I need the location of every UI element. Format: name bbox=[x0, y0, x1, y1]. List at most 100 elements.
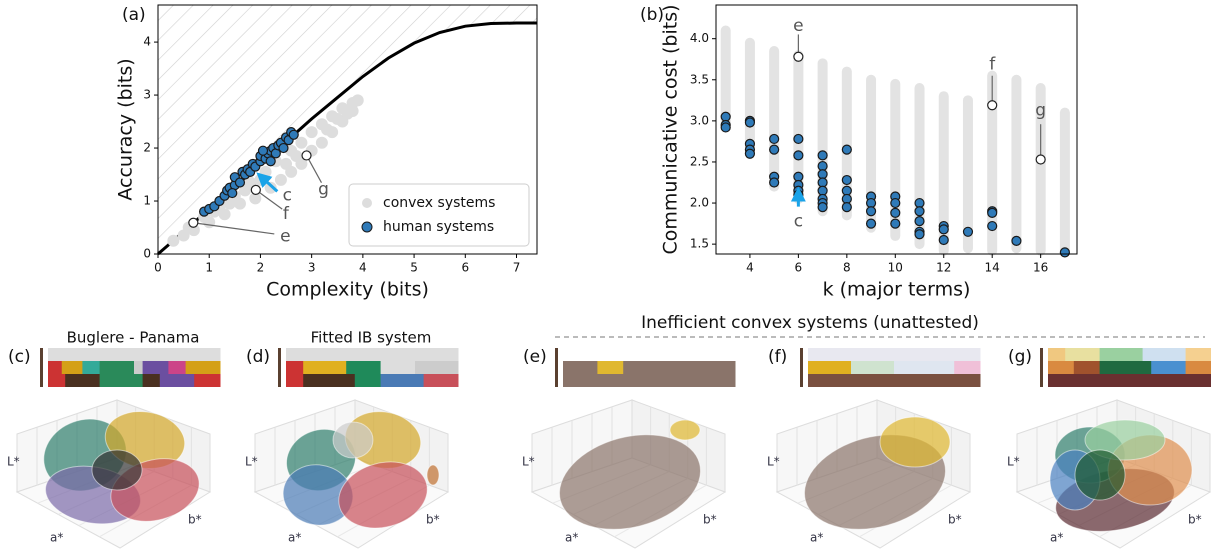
convex-point bbox=[218, 208, 231, 221]
annotated-point bbox=[250, 184, 261, 195]
color-panel: (f) L* a* b* bbox=[767, 347, 981, 549]
axis-3d-label: b* bbox=[188, 513, 202, 527]
convex-point bbox=[305, 126, 318, 139]
x-axis-label: k (major terms) bbox=[823, 279, 971, 301]
axis-3d-label: b* bbox=[948, 513, 962, 527]
strip-cell bbox=[1185, 348, 1211, 361]
strip-cell bbox=[1099, 361, 1152, 374]
convex-point bbox=[239, 184, 252, 197]
y-tick-label: 2.0 bbox=[690, 196, 709, 210]
y-tick-label: 3.5 bbox=[690, 72, 709, 86]
strip-side bbox=[1040, 348, 1043, 387]
axis-3d-label: a* bbox=[288, 531, 301, 545]
human-point bbox=[890, 218, 901, 229]
strip-cell bbox=[286, 348, 459, 361]
panel-title: Buglere - Panama bbox=[67, 329, 200, 347]
y-tick-label: 4.0 bbox=[690, 31, 709, 45]
axis-3d-label: L* bbox=[1007, 455, 1020, 469]
panel-label: (g) bbox=[1008, 347, 1032, 367]
axes-frame bbox=[157, 4, 538, 255]
human-point bbox=[914, 229, 925, 240]
x-tick-label: 3 bbox=[308, 261, 316, 275]
annotation-arrow bbox=[256, 172, 279, 193]
strip-cell bbox=[415, 361, 459, 374]
axis-3d-label: a* bbox=[565, 531, 578, 545]
human-point bbox=[769, 133, 780, 145]
annotated-point bbox=[301, 150, 312, 161]
color-panel: (c) Buglere - Panama L* a* b* bbox=[7, 329, 221, 549]
panel-label: (a) bbox=[122, 5, 146, 25]
annotation-label: c bbox=[794, 212, 803, 232]
human-point bbox=[938, 234, 949, 246]
human-point bbox=[227, 187, 238, 199]
strip-cell bbox=[1151, 361, 1187, 374]
convex-point bbox=[274, 173, 287, 186]
strip-cell bbox=[168, 361, 187, 374]
annotation-label: e bbox=[280, 227, 290, 247]
convex-point bbox=[295, 136, 308, 149]
human-point bbox=[938, 224, 949, 235]
convex-point bbox=[315, 136, 328, 149]
y-tick-label: 3.0 bbox=[690, 113, 709, 127]
y-tick-label: 0 bbox=[143, 247, 151, 261]
human-point bbox=[987, 207, 998, 219]
convex-point bbox=[280, 157, 293, 170]
y-tick-label: 1.5 bbox=[690, 237, 709, 251]
axes-frame bbox=[715, 4, 1078, 255]
y-axis-label: Accuracy (bits) bbox=[115, 58, 137, 200]
strip-cell bbox=[48, 348, 221, 361]
legend-box bbox=[348, 183, 530, 247]
human-point bbox=[1011, 235, 1022, 246]
strip-cell bbox=[354, 374, 382, 387]
y-tick-label: 1 bbox=[143, 194, 151, 208]
convex-point bbox=[331, 112, 344, 125]
convex-point bbox=[223, 197, 236, 210]
x-tick-label: 4 bbox=[746, 261, 754, 275]
annotation-label: e bbox=[793, 16, 803, 36]
annotation-leader bbox=[193, 222, 275, 235]
strip-cell bbox=[1142, 348, 1187, 361]
annotation-leader bbox=[306, 155, 323, 183]
axis-3d-label: L* bbox=[7, 455, 20, 469]
panel-label: (d) bbox=[246, 347, 270, 367]
strip-cell bbox=[48, 374, 66, 387]
strip-cell bbox=[851, 361, 895, 374]
strip-cell bbox=[1048, 361, 1075, 374]
annotated-point bbox=[793, 51, 804, 62]
strip-cell bbox=[303, 361, 347, 374]
convex-point bbox=[167, 234, 180, 247]
human-point bbox=[841, 144, 852, 155]
color-blob bbox=[332, 421, 374, 459]
strip-cell bbox=[1099, 348, 1144, 361]
panel-label: (f) bbox=[768, 347, 787, 367]
human-point bbox=[914, 216, 925, 227]
color-panel: (d) Fitted IB system L* a* b* bbox=[245, 329, 459, 549]
human-point bbox=[914, 206, 925, 217]
y-axis-label: Communicative cost (bits) bbox=[660, 4, 682, 254]
color-panel: (g) L* a* b* bbox=[1007, 347, 1211, 549]
strip-cell bbox=[808, 348, 981, 361]
human-point bbox=[890, 197, 901, 209]
axis-3d-label: L* bbox=[522, 455, 535, 469]
color-blob bbox=[1074, 449, 1126, 501]
strip-cell bbox=[808, 361, 852, 374]
legend-label: convex systems bbox=[383, 195, 495, 211]
convex-point bbox=[321, 123, 334, 136]
panel-label: (c) bbox=[8, 347, 31, 367]
human-point bbox=[962, 226, 974, 237]
strip-cell bbox=[142, 374, 161, 387]
annotation-label: g bbox=[1035, 100, 1046, 120]
strip-cell bbox=[894, 361, 955, 374]
strip-cell bbox=[82, 361, 101, 374]
panel-label: (b) bbox=[640, 5, 664, 25]
color-blob bbox=[91, 449, 143, 491]
strip-cell bbox=[1185, 361, 1211, 374]
x-tick-label: 2 bbox=[257, 261, 265, 275]
human-point bbox=[793, 133, 804, 145]
convex-point bbox=[203, 216, 216, 229]
strip-side bbox=[555, 348, 558, 387]
legend-swatch bbox=[361, 221, 373, 233]
y-tick-label: 4 bbox=[143, 35, 151, 49]
human-point bbox=[987, 220, 998, 232]
human-point bbox=[278, 142, 289, 154]
